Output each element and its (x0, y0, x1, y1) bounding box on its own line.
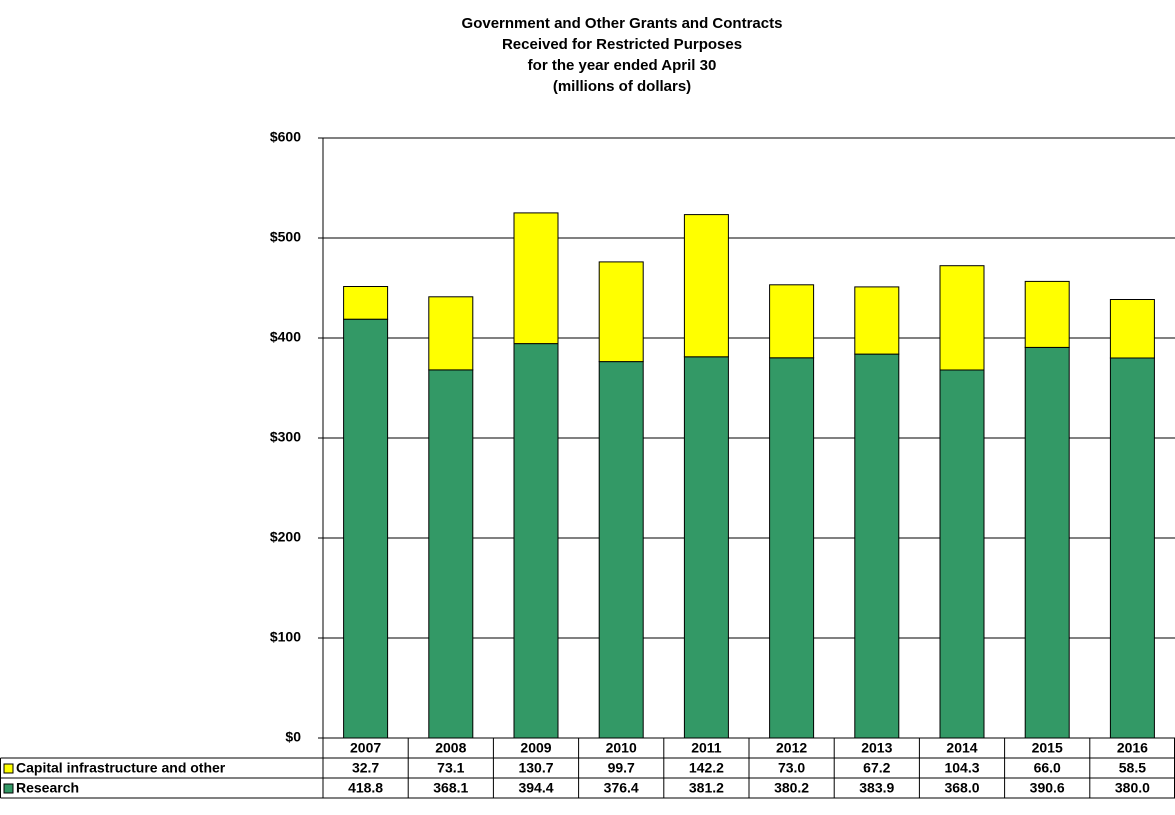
bar-segment (683, 356, 729, 739)
x-tick-label: 2009 (520, 740, 551, 756)
data-label: 394.4 (518, 780, 553, 796)
legend-swatch (3, 783, 14, 794)
bar-segment (428, 369, 474, 739)
legend-label: Capital infrastructure and other (16, 760, 226, 776)
x-tick-label: 2010 (606, 740, 637, 756)
data-label: 99.7 (608, 760, 635, 776)
data-label: 32.7 (352, 760, 379, 776)
data-label: 104.3 (944, 760, 979, 776)
bar-segment (1024, 346, 1070, 739)
data-label: 383.9 (859, 780, 894, 796)
x-tick-label: 2015 (1032, 740, 1063, 756)
data-label: 380.0 (1115, 780, 1150, 796)
bar-segment (939, 265, 985, 371)
data-label: 67.2 (863, 760, 890, 776)
x-tick-label: 2012 (776, 740, 807, 756)
y-tick-label: $500 (270, 229, 301, 245)
data-label: 66.0 (1034, 760, 1061, 776)
x-tick-label: 2016 (1117, 740, 1148, 756)
x-tick-label: 2007 (350, 740, 381, 756)
data-label: 368.0 (944, 780, 979, 796)
data-label: 73.1 (437, 760, 464, 776)
y-tick-label: $600 (270, 129, 301, 145)
bar-segment (513, 343, 559, 739)
data-label: 418.8 (348, 780, 383, 796)
bar-segment (428, 296, 474, 371)
bar-segment (343, 286, 389, 320)
chart-title: Government and Other Grants and Contract… (462, 15, 783, 32)
y-tick-label: $300 (270, 429, 301, 445)
bar-segment (769, 357, 815, 739)
data-label: 130.7 (518, 760, 553, 776)
data-label: 73.0 (778, 760, 805, 776)
data-label: 380.2 (774, 780, 809, 796)
y-tick-label: $0 (285, 729, 301, 745)
chart-title: for the year ended April 30 (528, 57, 717, 74)
data-label: 381.2 (689, 780, 724, 796)
x-tick-label: 2014 (946, 740, 977, 756)
y-tick-label: $400 (270, 329, 301, 345)
data-label: 390.6 (1030, 780, 1065, 796)
bar-segment (343, 318, 389, 739)
data-label: 142.2 (689, 760, 724, 776)
bar-segment (769, 284, 815, 359)
bar-segment (939, 369, 985, 739)
legend-swatch (3, 763, 14, 774)
bar-segment (683, 214, 729, 358)
title: Government and Other Grants and Contract… (462, 15, 783, 95)
bar-segment (1109, 357, 1155, 739)
bar-segment (854, 286, 900, 355)
chart-title: Received for Restricted Purposes (502, 36, 742, 53)
y-tick-label: $100 (270, 629, 301, 645)
data-label: 368.1 (433, 780, 468, 796)
bar-segment (598, 361, 644, 739)
bar-segment (513, 212, 559, 345)
y-tick-label: $200 (270, 529, 301, 545)
data-label: 376.4 (604, 780, 639, 796)
data-label: 58.5 (1119, 760, 1146, 776)
x-tick-label: 2013 (861, 740, 892, 756)
bar-segment (854, 353, 900, 739)
bar-segment (1024, 280, 1070, 348)
legend-label: Research (16, 780, 79, 796)
bar-segment (598, 261, 644, 363)
x-tick-label: 2011 (691, 740, 722, 756)
chart-title: (millions of dollars) (553, 78, 691, 95)
x-tick-label: 2008 (435, 740, 466, 756)
bar-segment (1109, 299, 1155, 359)
